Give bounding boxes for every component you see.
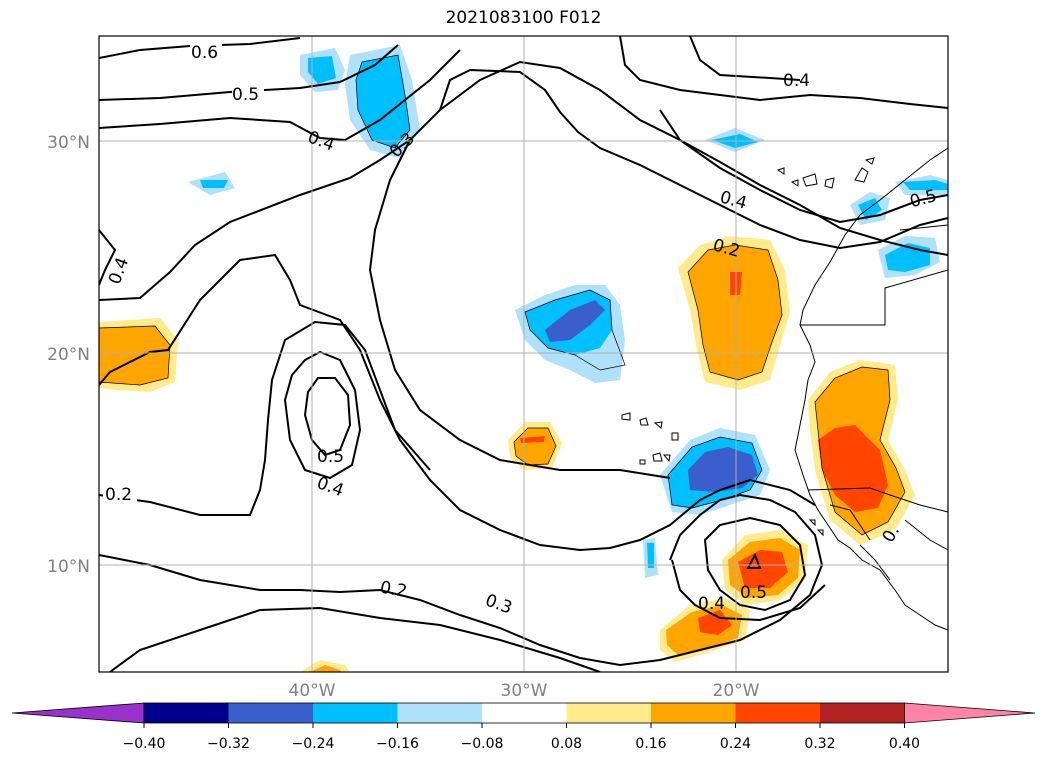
colorbar-tick-label: 0.16 [635, 736, 666, 752]
colorbar-bin [313, 703, 398, 723]
map-title: 2021083100 F012 [445, 8, 602, 28]
lat-label-30n: 30°N [47, 133, 90, 153]
colorbar-tick-label: 0.40 [889, 736, 920, 752]
colorbar-bin [566, 703, 651, 723]
contour-label: 0.2 [105, 485, 132, 505]
colorbar-bin [482, 703, 567, 723]
colorbar-bin [735, 703, 820, 723]
colorbar-tick-label: 0.08 [551, 736, 582, 752]
colorbar-extend-high [904, 702, 1036, 724]
contour-lines [99, 36, 948, 672]
lon-label-40w: 40°W [289, 681, 336, 701]
gridlines [99, 36, 948, 672]
lat-label-10n: 10°N [47, 557, 90, 577]
coastlines [621, 147, 948, 631]
contour-labels: 0.6 0.5 0.4 0.3 0.4 0.4 0.5 0.4 0.2 0.5 … [103, 42, 939, 619]
colorbar-tick-label: −0.08 [461, 736, 504, 752]
colorbar-tick-label: −0.32 [207, 736, 250, 752]
map-frame [98, 35, 949, 673]
contour-label: 0.6 [191, 43, 218, 63]
contour-label: 0.2 [378, 578, 408, 602]
colorbar-bin [820, 703, 905, 723]
map-area: 0.6 0.5 0.4 0.3 0.4 0.4 0.5 0.4 0.2 0.5 … [99, 36, 948, 672]
contour-label: 0.4 [698, 594, 725, 614]
colorbar-bin [144, 703, 229, 723]
contour-label: 0.4 [783, 71, 810, 91]
colorbar-tick-label: −0.24 [292, 736, 335, 752]
contour-label: 0.5 [317, 447, 344, 467]
colorbar-bin [228, 703, 313, 723]
lon-label-20w: 20°W [713, 681, 760, 701]
colorbar-tick-label: 0.24 [720, 736, 751, 752]
lon-label-30w: 30°W [501, 681, 548, 701]
contour-label: 0.5 [740, 583, 767, 603]
colorbar-bin [651, 703, 736, 723]
colorbar-tick-label: −0.16 [376, 736, 419, 752]
colorbar: −0.40 −0.32 −0.24 −0.16 −0.08 0.08 0.16 … [11, 702, 1036, 752]
anomaly-fills [99, 45, 948, 672]
colorbar-bin [397, 703, 482, 723]
colorbar-extend-low [11, 702, 145, 724]
contour-label: 0.5 [232, 85, 259, 105]
lat-label-20n: 20°N [47, 345, 90, 365]
colorbar-tick-label: −0.40 [123, 736, 166, 752]
colorbar-tick-label: 0.32 [804, 736, 835, 752]
